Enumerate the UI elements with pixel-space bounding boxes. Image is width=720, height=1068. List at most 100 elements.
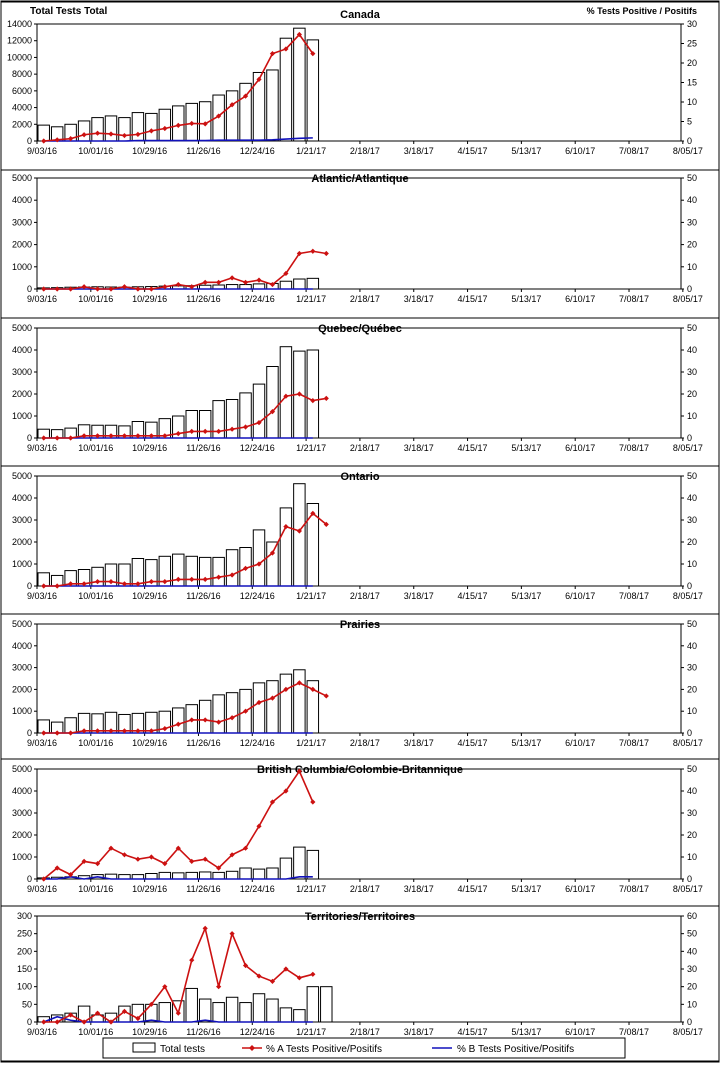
right-tick-label: 30 [687, 19, 697, 29]
right-tick-label: 20 [687, 389, 697, 399]
panel-6: Territories/Territoires05010015020025030… [0, 905, 720, 1062]
line-pct-a [43, 250, 327, 290]
marker-pct-a [202, 576, 208, 582]
left-tick-label: 5000 [12, 764, 32, 774]
bar-total-tests [293, 846, 306, 880]
marker-pct-a [283, 46, 289, 52]
legend-swatch-total [132, 1042, 156, 1053]
marker-pct-a [189, 284, 195, 290]
marker-pct-a [283, 524, 289, 530]
marker-pct-a [41, 583, 47, 589]
marker-pct-a [310, 686, 316, 692]
marker-pct-a [68, 286, 74, 292]
bar-total-tests [225, 90, 239, 142]
right-tick-label: 50 [687, 173, 697, 183]
marker-pct-a [41, 138, 47, 144]
marker-pct-a [310, 510, 316, 516]
bar-total-tests [239, 392, 252, 439]
legend-label-total: Total tests [160, 1044, 205, 1055]
marker-pct-a [256, 420, 262, 426]
left-tick-label: 4000 [12, 641, 32, 651]
right-tick-label: 10 [687, 262, 697, 272]
left-tick-label: 3000 [12, 663, 32, 673]
left-tick-label: 150 [17, 964, 32, 974]
marker-pct-a [283, 270, 289, 277]
marker-pct-a [162, 726, 168, 732]
bar-total-tests [252, 383, 266, 439]
bar-total-tests [306, 277, 320, 290]
panel-title: Ontario [340, 471, 379, 483]
marker-pct-a [175, 281, 181, 288]
line-pct-a [43, 681, 327, 734]
x-tick-label: 6/10/17 [565, 294, 595, 304]
marker-pct-a [283, 393, 289, 399]
bar-total-tests [158, 1002, 172, 1023]
right-tick-label: 10 [687, 852, 697, 862]
x-tick-label: 8/05/17 [673, 884, 703, 894]
bar-total-tests [158, 871, 172, 880]
marker-pct-a [256, 973, 262, 979]
marker-pct-a [269, 409, 276, 415]
left-tick-label: 4000 [12, 195, 32, 205]
marker-pct-a [202, 856, 208, 862]
marker-pct-a [242, 708, 249, 714]
x-tick-label: 12/24/16 [240, 591, 275, 601]
bar-total-tests [198, 998, 212, 1023]
left-tick-label: 2000 [12, 240, 32, 250]
left-tick-label: 5000 [12, 173, 32, 183]
marker-pct-a [162, 984, 168, 990]
marker-pct-a [229, 852, 235, 858]
marker-pct-a [121, 728, 128, 734]
left-tick-label: 100 [17, 982, 32, 992]
bar-total-tests [266, 680, 279, 734]
x-tick-label: 5/13/17 [511, 738, 541, 748]
x-tick-label: 10/29/16 [132, 738, 167, 748]
marker-pct-a [202, 121, 208, 127]
line-pct-b [43, 875, 313, 880]
right-tick-label: 20 [687, 982, 697, 992]
bar-total-tests [266, 366, 279, 439]
bar-total-tests [306, 349, 320, 439]
marker-pct-a [296, 975, 302, 981]
bar-total-tests [239, 1002, 252, 1023]
marker-pct-a [189, 120, 195, 127]
right-tick-label: 50 [687, 471, 697, 481]
left-tick-label: 12000 [7, 36, 32, 46]
marker-pct-a [108, 845, 114, 851]
marker-pct-a [323, 250, 329, 257]
bar-total-tests [91, 117, 104, 142]
x-tick-label: 11/26/16 [186, 1027, 220, 1037]
marker-pct-a [94, 1010, 101, 1016]
bar-total-tests [266, 69, 279, 142]
marker-pct-a [81, 132, 87, 138]
panel-4: Prairies 0 1000 2000 3000 4000 5000 0 10 20 30 40 50… [0, 613, 720, 760]
x-tick-label: 9/03/16 [27, 146, 57, 156]
x-tick-label: 1/21/17 [296, 294, 326, 304]
marker-pct-a [108, 433, 114, 439]
bar-total-tests [306, 849, 320, 880]
x-tick-label: 10/01/16 [78, 146, 113, 156]
bar-total-tests [212, 556, 225, 587]
marker-pct-a [189, 957, 195, 963]
right-tick-label: 20 [687, 684, 697, 694]
x-tick-label: 8/05/17 [673, 443, 703, 453]
left-tick-label: 0 [27, 728, 32, 738]
left-tick-label: 0 [27, 433, 32, 443]
bar-total-tests [225, 996, 239, 1023]
marker-pct-a [162, 433, 168, 439]
x-tick-label: 9/03/16 [27, 884, 57, 894]
marker-pct-a [256, 699, 262, 706]
x-tick-label: 8/05/17 [673, 1027, 703, 1037]
x-tick-label: 11/26/16 [186, 146, 220, 156]
x-tick-label: 4/15/17 [458, 1027, 488, 1037]
marker-pct-a [229, 275, 235, 281]
marker-pct-a [216, 574, 222, 580]
left-tick-label: 3000 [12, 808, 32, 818]
marker-pct-a [54, 137, 60, 143]
bar-total-tests [320, 986, 333, 1023]
bar-total-tests [293, 27, 306, 142]
legend: Total tests % A Tests Positive/Positifs % … [102, 1037, 626, 1059]
bar-total-tests [185, 987, 198, 1023]
left-tick-label: 1000 [12, 852, 32, 862]
bar-total-tests [158, 108, 172, 142]
